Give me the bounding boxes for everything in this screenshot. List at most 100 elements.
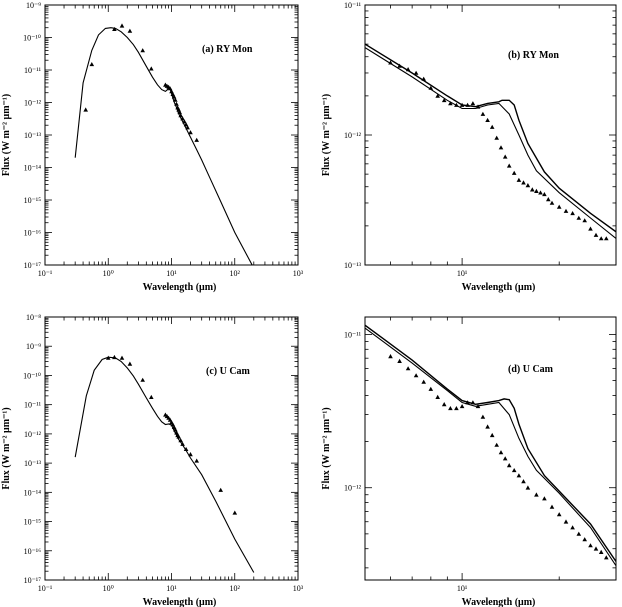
y-tick-label: 10⁻¹² bbox=[24, 430, 42, 439]
data-point bbox=[475, 404, 481, 409]
data-point bbox=[413, 70, 419, 75]
data-point bbox=[593, 232, 599, 237]
data-point bbox=[534, 492, 539, 497]
data-point bbox=[549, 504, 555, 509]
panel-label: (d) U Cam bbox=[508, 364, 554, 375]
y-axis-title: Flux (W m⁻² μm⁻¹) bbox=[321, 407, 332, 489]
data-point bbox=[149, 66, 154, 71]
panel-label: (a) RY Mon bbox=[202, 44, 253, 55]
data-point bbox=[582, 537, 587, 542]
data-point bbox=[459, 404, 465, 409]
data-point bbox=[516, 473, 522, 478]
y-tick-label: 10⁻⁸ bbox=[26, 313, 41, 322]
data-point bbox=[194, 458, 199, 463]
data-point bbox=[525, 183, 531, 188]
data-point bbox=[127, 28, 133, 33]
model-curve bbox=[74, 356, 255, 573]
data-point bbox=[598, 236, 604, 241]
data-point bbox=[171, 94, 177, 99]
data-point bbox=[534, 188, 539, 193]
data-point bbox=[397, 63, 402, 68]
x-tick-label: 10³ bbox=[293, 584, 304, 593]
y-tick-label: 10⁻¹⁶ bbox=[24, 547, 42, 556]
data-point bbox=[405, 366, 411, 371]
y-axis-title: Flux (W m⁻² μm⁻¹) bbox=[1, 407, 12, 489]
y-tick-label: 10⁻⁹ bbox=[26, 342, 41, 351]
y-tick-label: 10⁻¹² bbox=[24, 99, 42, 108]
data-point bbox=[521, 479, 526, 484]
plot-frame bbox=[44, 4, 299, 266]
data-point bbox=[421, 379, 426, 384]
data-point bbox=[538, 190, 543, 195]
data-point bbox=[485, 117, 490, 122]
data-point bbox=[485, 424, 490, 429]
data-point bbox=[397, 358, 402, 363]
data-point bbox=[388, 354, 393, 359]
data-point bbox=[506, 163, 512, 168]
data-point bbox=[180, 116, 185, 121]
y-tick-label: 10⁻¹¹ bbox=[344, 330, 362, 339]
data-point bbox=[188, 452, 193, 457]
y-tick-label: 10⁻¹⁵ bbox=[24, 518, 42, 527]
data-point bbox=[480, 414, 486, 419]
plot-area bbox=[74, 23, 253, 265]
y-tick-label: 10⁻¹¹ bbox=[24, 401, 42, 410]
data-point bbox=[546, 197, 551, 202]
x-tick-label: 10² bbox=[230, 269, 241, 278]
data-point bbox=[454, 102, 459, 107]
data-point bbox=[604, 555, 609, 560]
data-point bbox=[405, 67, 411, 72]
data-point bbox=[183, 446, 189, 451]
data-point bbox=[475, 104, 481, 109]
data-point bbox=[149, 394, 154, 399]
data-point bbox=[494, 442, 499, 447]
y-tick-label: 10⁻¹⁰ bbox=[23, 34, 41, 43]
y-tick-label: 10⁻¹² bbox=[344, 484, 362, 493]
data-point bbox=[119, 355, 125, 360]
data-point bbox=[194, 137, 199, 142]
y-tick-label: 10⁻¹⁶ bbox=[24, 229, 42, 238]
y-tick-label: 10⁻¹⁴ bbox=[24, 164, 42, 173]
panel-label: (b) RY Mon bbox=[508, 50, 559, 61]
data-point bbox=[516, 177, 522, 182]
data-point bbox=[556, 204, 562, 209]
data-point bbox=[542, 496, 547, 501]
data-point bbox=[459, 102, 465, 107]
data-point bbox=[178, 113, 183, 118]
data-point bbox=[454, 406, 459, 411]
data-point bbox=[185, 125, 190, 130]
data-point bbox=[593, 546, 599, 551]
panel-label: (c) U Cam bbox=[206, 366, 251, 377]
y-tick-label: 10⁻¹³ bbox=[24, 131, 42, 140]
data-point bbox=[112, 354, 117, 360]
x-axis-title: Wavelength (μm) bbox=[143, 282, 217, 293]
y-tick-label: 10⁻¹³ bbox=[24, 459, 42, 468]
data-point bbox=[182, 119, 187, 124]
y-axis-title: Flux (W m⁻² μm⁻¹) bbox=[321, 94, 332, 176]
model-curve bbox=[365, 324, 616, 562]
data-point bbox=[232, 510, 238, 515]
y-tick-label: 10⁻¹⁷ bbox=[24, 576, 42, 585]
data-point bbox=[218, 487, 223, 492]
data-point bbox=[176, 434, 181, 439]
data-point bbox=[521, 180, 526, 185]
data-point bbox=[167, 86, 173, 91]
x-tick-label: 10⁰ bbox=[103, 269, 114, 278]
y-axis-title: Flux (W m⁻² μm⁻¹) bbox=[1, 94, 12, 176]
y-tick-label: 10⁻¹⁴ bbox=[24, 488, 42, 497]
data-point bbox=[173, 97, 178, 102]
x-tick-label: 10⁰ bbox=[103, 584, 114, 593]
data-point bbox=[441, 402, 447, 407]
y-tick-label: 10⁻⁹ bbox=[26, 1, 41, 10]
y-tick-label: 10⁻¹¹ bbox=[24, 66, 42, 75]
data-point bbox=[570, 211, 575, 216]
data-point bbox=[498, 450, 504, 455]
model-curve bbox=[365, 43, 616, 233]
data-point bbox=[502, 154, 508, 159]
model-curve bbox=[365, 47, 616, 239]
x-tick-label: 10¹ bbox=[166, 269, 177, 278]
panel-c: 10⁻¹ 10⁰ 10¹ 10² 10³ 10⁻¹⁷ 10⁻¹⁶ 10⁻¹⁵ 10⁻¹⁴ 10⁻¹… bbox=[1, 313, 304, 607]
data-point bbox=[428, 85, 434, 90]
plot-frame bbox=[44, 316, 299, 581]
data-point bbox=[188, 130, 193, 135]
